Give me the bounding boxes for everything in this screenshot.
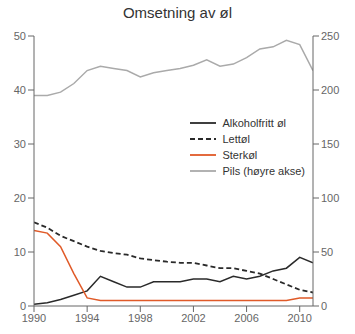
svg-text:1990: 1990: [22, 312, 46, 324]
svg-text:30: 30: [14, 138, 26, 150]
svg-text:2010: 2010: [287, 312, 311, 324]
html-text:Lettøl: Lettøl: [222, 133, 250, 145]
svg-text:10: 10: [14, 246, 26, 258]
svg-text:1994: 1994: [75, 312, 99, 324]
html-text:Alkoholfritt øl: Alkoholfritt øl: [222, 117, 286, 129]
svg-text:2006: 2006: [234, 312, 258, 324]
svg-text:40: 40: [14, 84, 26, 96]
svg-text:1998: 1998: [128, 312, 152, 324]
svg-text:250: 250: [321, 30, 339, 42]
svg-text:20: 20: [14, 192, 26, 204]
svg-text:0: 0: [321, 300, 327, 312]
svg-text:100: 100: [321, 192, 339, 204]
svg-text:0: 0: [20, 300, 26, 312]
html-text:Sterkøl: Sterkøl: [222, 149, 258, 161]
svg-text:150: 150: [321, 138, 339, 150]
svg-text:50: 50: [321, 246, 333, 258]
svg-text:50: 50: [14, 30, 26, 42]
svg-text:2002: 2002: [181, 312, 205, 324]
html-text:Omsetning av øl: Omsetning av øl: [122, 4, 233, 21]
html-text:Pils (høyre akse): Pils (høyre akse): [222, 165, 305, 177]
svg-text:200: 200: [321, 84, 339, 96]
